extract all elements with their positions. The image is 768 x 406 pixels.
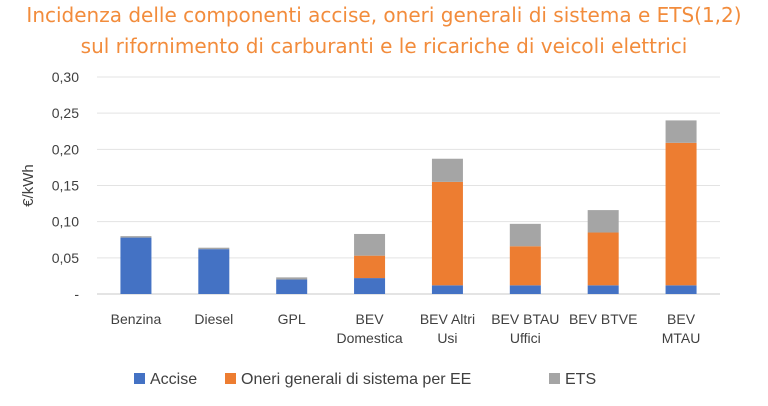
x-category-label: BEV BTAU [491, 311, 559, 327]
bar-segment-oneri-generali-di-sistema-per-ee [509, 246, 541, 286]
chart-title-line-2: sul rifornimento di carburanti e le rica… [80, 34, 688, 58]
y-axis-ticks: - 0,05 0,10 0,15 0,20 0,25 0,30 [52, 69, 80, 302]
legend-label: ETS [565, 371, 596, 388]
legend-label: Accise [150, 371, 197, 388]
legend-swatch [225, 373, 236, 384]
bar-segment-ets [431, 158, 463, 182]
bar-segment-accise [665, 285, 697, 294]
x-category-label: BEV Altri [420, 311, 475, 327]
x-category-label: MTAU [662, 330, 701, 346]
x-category-label: BEV BTVE [569, 311, 637, 327]
bar-segment-accise [354, 278, 386, 294]
x-category-label: BEV [667, 311, 696, 327]
bar-segment-ets [587, 210, 619, 233]
bar-segment-oneri-generali-di-sistema-per-ee [354, 255, 386, 279]
x-category-label: BEV [356, 311, 385, 327]
bar-segment-ets [354, 233, 386, 256]
bar-segment-oneri-generali-di-sistema-per-ee [587, 232, 619, 286]
y-axis-label: €/kWh [20, 164, 37, 207]
y-tick-label: 0,20 [52, 141, 79, 157]
chart-title-line-1: Incidenza delle componenti accise, oneri… [26, 3, 742, 27]
y-tick-label: 0,15 [52, 178, 79, 194]
bar-segment-ets [120, 236, 152, 238]
legend-swatch [549, 373, 560, 384]
y-tick-label: 0,25 [52, 105, 79, 121]
legend-label: Oneri generali di sistema per EE [241, 371, 471, 388]
bar-segment-accise [276, 279, 308, 294]
y-tick-label: 0,10 [52, 214, 79, 230]
legend: Accise Oneri generali di sistema per EE ET… [134, 371, 596, 388]
bar-segment-oneri-generali-di-sistema-per-ee [665, 142, 697, 286]
bar-segment-ets [665, 120, 697, 143]
x-axis-labels: Benzina Diesel GPL BEV Domestica BEV Altri Usi… [111, 311, 701, 346]
bar-segment-accise [198, 249, 230, 294]
y-tick-label: - [74, 286, 79, 302]
bars [120, 120, 697, 294]
x-category-label: Usi [437, 330, 457, 346]
bar-segment-accise [431, 285, 463, 294]
x-category-label: Benzina [111, 311, 162, 327]
bar-segment-oneri-generali-di-sistema-per-ee [431, 181, 463, 286]
bar-segment-accise [120, 237, 152, 294]
bar-segment-accise [509, 285, 541, 294]
x-category-label: Domestica [336, 330, 402, 346]
x-category-label: Uffici [510, 330, 541, 346]
x-category-label: Diesel [194, 311, 233, 327]
bar-segment-ets [509, 223, 541, 247]
y-tick-label: 0,30 [52, 69, 79, 85]
bar-segment-ets [276, 277, 308, 280]
bar-segment-ets [198, 247, 230, 250]
x-category-label: GPL [278, 311, 306, 327]
legend-swatch [134, 373, 145, 384]
bar-segment-accise [587, 285, 619, 294]
gridlines [97, 76, 720, 295]
y-tick-label: 0,05 [52, 250, 79, 266]
